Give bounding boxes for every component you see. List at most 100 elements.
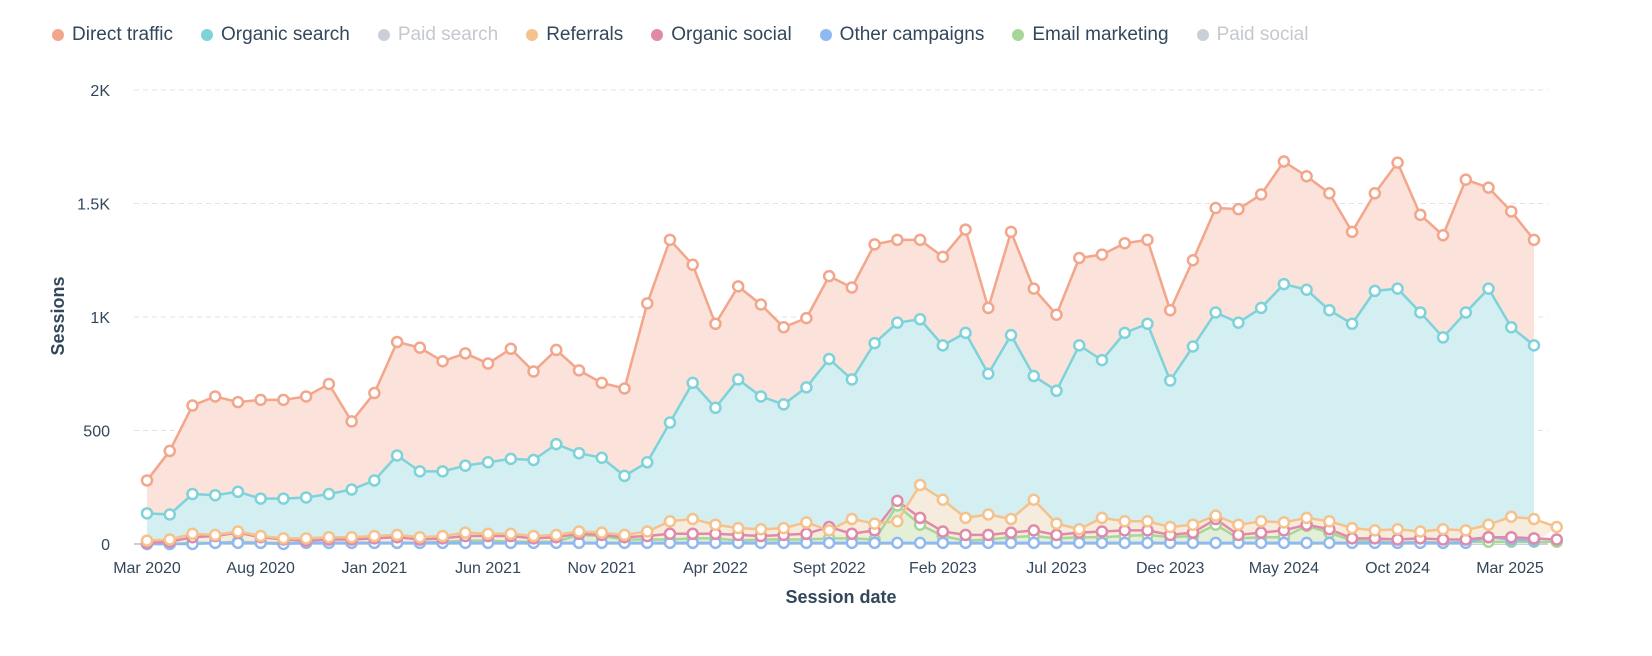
data-point-direct-traffic[interactable] bbox=[459, 347, 472, 360]
data-point-referrals[interactable] bbox=[1209, 509, 1222, 522]
data-point-organic-search[interactable] bbox=[845, 373, 859, 386]
data-point-referrals[interactable] bbox=[254, 529, 267, 543]
data-point-referrals[interactable] bbox=[186, 527, 199, 541]
data-point-organic-search[interactable] bbox=[163, 508, 176, 521]
data-point-organic-search[interactable] bbox=[1004, 328, 1018, 342]
data-point-organic-search[interactable] bbox=[436, 465, 449, 478]
data-point-referrals[interactable] bbox=[1368, 524, 1382, 537]
data-point-organic-search[interactable] bbox=[686, 376, 699, 390]
data-point-organic-social[interactable] bbox=[1550, 533, 1563, 546]
data-point-direct-traffic[interactable] bbox=[1209, 201, 1222, 215]
data-point-referrals[interactable] bbox=[686, 512, 699, 526]
data-point-referrals[interactable] bbox=[163, 533, 176, 546]
data-point-organic-search[interactable] bbox=[345, 483, 358, 496]
data-point-referrals[interactable] bbox=[982, 508, 995, 521]
data-point-organic-search[interactable] bbox=[663, 416, 677, 429]
data-point-direct-traffic[interactable] bbox=[800, 311, 813, 325]
data-point-organic-search[interactable] bbox=[618, 469, 631, 483]
data-point-organic-search[interactable] bbox=[777, 398, 790, 411]
data-point-direct-traffic[interactable] bbox=[1300, 170, 1313, 183]
data-point-referrals[interactable] bbox=[231, 525, 245, 538]
data-point-referrals[interactable] bbox=[663, 515, 677, 528]
data-point-direct-traffic[interactable] bbox=[868, 238, 881, 251]
data-point-organic-search[interactable] bbox=[208, 488, 222, 502]
data-point-organic-search[interactable] bbox=[322, 487, 336, 501]
data-point-other-campaigns[interactable] bbox=[936, 536, 950, 550]
data-point-referrals[interactable] bbox=[1095, 511, 1109, 525]
data-point-other-campaigns[interactable] bbox=[1118, 536, 1131, 550]
data-point-organic-search[interactable] bbox=[1209, 306, 1222, 319]
data-point-direct-traffic[interactable] bbox=[208, 390, 222, 403]
legend-item-direct-traffic[interactable]: Direct traffic bbox=[52, 24, 173, 46]
data-point-organic-search[interactable] bbox=[1368, 284, 1382, 298]
data-point-referrals[interactable] bbox=[1482, 518, 1495, 531]
data-point-organic-search[interactable] bbox=[481, 456, 495, 469]
data-point-direct-traffic[interactable] bbox=[731, 280, 745, 293]
data-point-organic-social[interactable] bbox=[913, 511, 927, 525]
data-point-referrals[interactable] bbox=[822, 524, 836, 537]
data-point-other-campaigns[interactable] bbox=[1072, 536, 1086, 550]
data-point-direct-traffic[interactable] bbox=[1163, 303, 1177, 317]
data-point-organic-search[interactable] bbox=[527, 453, 540, 467]
data-point-referrals[interactable] bbox=[277, 532, 290, 545]
data-point-referrals[interactable] bbox=[1232, 518, 1245, 531]
data-point-direct-traffic[interactable] bbox=[1345, 225, 1359, 239]
data-point-referrals[interactable] bbox=[481, 527, 495, 541]
data-point-direct-traffic[interactable] bbox=[1254, 188, 1268, 201]
data-point-referrals[interactable] bbox=[936, 493, 950, 506]
data-point-direct-traffic[interactable] bbox=[390, 335, 404, 349]
data-point-referrals[interactable] bbox=[459, 526, 472, 539]
data-point-direct-traffic[interactable] bbox=[913, 233, 927, 247]
data-point-direct-traffic[interactable] bbox=[413, 341, 427, 354]
data-point-organic-search[interactable] bbox=[254, 492, 267, 505]
data-point-referrals[interactable] bbox=[1505, 510, 1518, 524]
data-point-organic-search[interactable] bbox=[1186, 340, 1200, 353]
data-point-organic-social[interactable] bbox=[1004, 526, 1018, 539]
data-point-direct-traffic[interactable] bbox=[891, 233, 904, 247]
data-point-organic-search[interactable] bbox=[891, 316, 904, 329]
data-point-organic-search[interactable] bbox=[1232, 316, 1245, 329]
data-point-organic-search[interactable] bbox=[1072, 339, 1086, 352]
data-point-direct-traffic[interactable] bbox=[1436, 229, 1450, 242]
data-point-referrals[interactable] bbox=[1391, 522, 1404, 536]
data-point-organic-social[interactable] bbox=[1391, 533, 1404, 546]
data-point-direct-traffic[interactable] bbox=[481, 357, 495, 370]
data-point-referrals[interactable] bbox=[1459, 524, 1473, 537]
data-point-direct-traffic[interactable] bbox=[550, 343, 563, 357]
legend-item-paid-search[interactable]: Paid search bbox=[377, 24, 498, 46]
data-point-organic-search[interactable] bbox=[368, 474, 381, 487]
data-point-direct-traffic[interactable] bbox=[368, 386, 381, 400]
data-point-organic-social[interactable] bbox=[663, 527, 677, 541]
data-point-other-campaigns[interactable] bbox=[1323, 536, 1336, 550]
data-point-other-campaigns[interactable] bbox=[1141, 536, 1154, 550]
data-point-other-campaigns[interactable] bbox=[1004, 536, 1018, 550]
data-point-direct-traffic[interactable] bbox=[1368, 187, 1382, 200]
data-point-referrals[interactable] bbox=[777, 521, 790, 535]
data-point-direct-traffic[interactable] bbox=[140, 474, 154, 487]
data-point-referrals[interactable] bbox=[1436, 522, 1450, 536]
data-point-referrals[interactable] bbox=[1345, 521, 1359, 535]
data-point-referrals[interactable] bbox=[413, 530, 427, 544]
data-point-direct-traffic[interactable] bbox=[1072, 251, 1086, 265]
data-point-referrals[interactable] bbox=[1027, 493, 1041, 506]
data-point-referrals[interactable] bbox=[845, 512, 859, 526]
data-point-referrals[interactable] bbox=[595, 526, 609, 539]
data-point-other-campaigns[interactable] bbox=[1027, 536, 1041, 550]
data-point-direct-traffic[interactable] bbox=[595, 376, 609, 390]
data-point-organic-search[interactable] bbox=[299, 491, 313, 504]
data-point-referrals[interactable] bbox=[1050, 517, 1063, 530]
data-point-referrals[interactable] bbox=[436, 529, 449, 543]
data-point-organic-search[interactable] bbox=[1163, 374, 1177, 387]
data-point-other-campaigns[interactable] bbox=[913, 536, 927, 550]
data-point-referrals[interactable] bbox=[1527, 512, 1541, 526]
data-point-referrals[interactable] bbox=[1186, 518, 1200, 531]
data-point-direct-traffic[interactable] bbox=[1459, 173, 1473, 186]
data-point-organic-search[interactable] bbox=[868, 336, 881, 350]
data-point-direct-traffic[interactable] bbox=[504, 342, 518, 356]
data-point-referrals[interactable] bbox=[618, 528, 631, 542]
data-point-organic-social[interactable] bbox=[1345, 532, 1359, 545]
data-point-referrals[interactable] bbox=[572, 525, 586, 538]
data-point-organic-social[interactable] bbox=[982, 528, 995, 542]
data-point-other-campaigns[interactable] bbox=[231, 536, 245, 550]
data-point-organic-search[interactable] bbox=[186, 487, 199, 501]
